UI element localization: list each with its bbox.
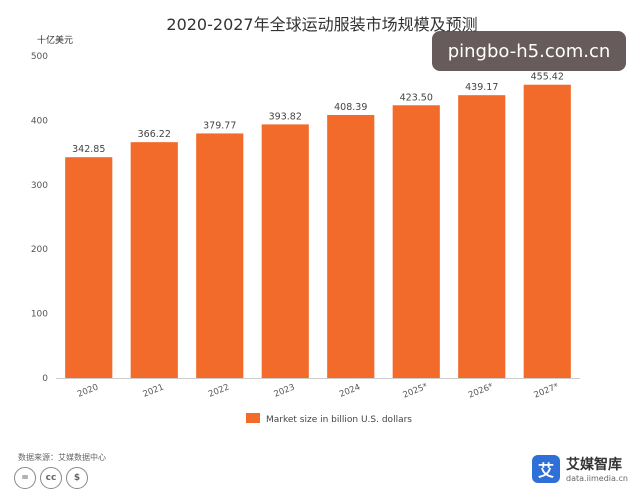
license-nd-icon: =: [14, 467, 36, 489]
brand-logo-block[interactable]: 艾 艾媒智库 data.iimedia.cn: [532, 454, 628, 483]
x-tick-label: 2024: [338, 382, 362, 399]
source-text: 数据来源：艾媒数据中心: [18, 453, 106, 462]
bar[interactable]: [130, 142, 178, 378]
data-label: 439.17: [465, 82, 498, 93]
y-axis: 0 100 200 300 400 500: [31, 52, 48, 384]
data-label: 408.39: [334, 102, 367, 113]
y-tick-label: 0: [42, 374, 48, 384]
data-label: 455.42: [531, 72, 564, 83]
y-unit-label: 十亿美元: [37, 34, 73, 46]
x-tick-label: 2025*: [402, 382, 430, 401]
license-nc-icon: $: [66, 467, 88, 489]
data-label: 393.82: [269, 111, 302, 122]
x-tick-label: 2021: [142, 382, 166, 399]
bar[interactable]: [392, 105, 440, 379]
bar[interactable]: [458, 95, 506, 378]
x-tick-label: 2026*: [467, 382, 495, 401]
license-icons: = cc $: [14, 467, 88, 489]
y-tick-label: 500: [31, 52, 48, 62]
bar-series: [65, 84, 571, 379]
y-tick-label: 400: [31, 116, 48, 126]
legend[interactable]: Market size in billion U.S. dollars: [246, 413, 412, 425]
bar[interactable]: [523, 84, 571, 378]
legend-swatch: [246, 413, 260, 423]
brand-url: data.iimedia.cn: [566, 474, 628, 483]
brand-name: 艾媒智库: [566, 457, 622, 473]
legend-label: Market size in billion U.S. dollars: [266, 415, 412, 425]
license-cc-icon: cc: [40, 467, 62, 489]
data-labels: 342.85 366.22 379.77 393.82 408.39 423.50 439.…: [72, 72, 564, 155]
brand-logo-icon: 艾: [532, 454, 560, 483]
x-tick-label: 2023: [273, 382, 297, 399]
bar[interactable]: [65, 157, 113, 378]
data-label: 342.85: [72, 144, 105, 155]
watermark-banner: pingbo-h5.com.cn: [432, 31, 626, 71]
x-tick-label: 2027*: [533, 382, 561, 401]
y-tick-label: 200: [31, 245, 48, 255]
data-label: 379.77: [203, 120, 236, 131]
bar[interactable]: [261, 124, 309, 379]
bar[interactable]: [196, 133, 244, 378]
y-tick-label: 300: [31, 181, 48, 191]
x-tick-label: 2020: [76, 382, 100, 399]
x-tick-label: 2022: [207, 382, 231, 399]
data-label: 423.50: [400, 92, 433, 103]
y-tick-label: 100: [31, 310, 48, 320]
bar[interactable]: [327, 114, 375, 379]
chart-title: 2020-2027年全球运动服装市场规模及预测: [166, 15, 477, 34]
data-label: 366.22: [138, 129, 171, 140]
x-axis: 2020 2021 2022 2023 2024 2025* 2026* 2027*: [76, 382, 560, 401]
